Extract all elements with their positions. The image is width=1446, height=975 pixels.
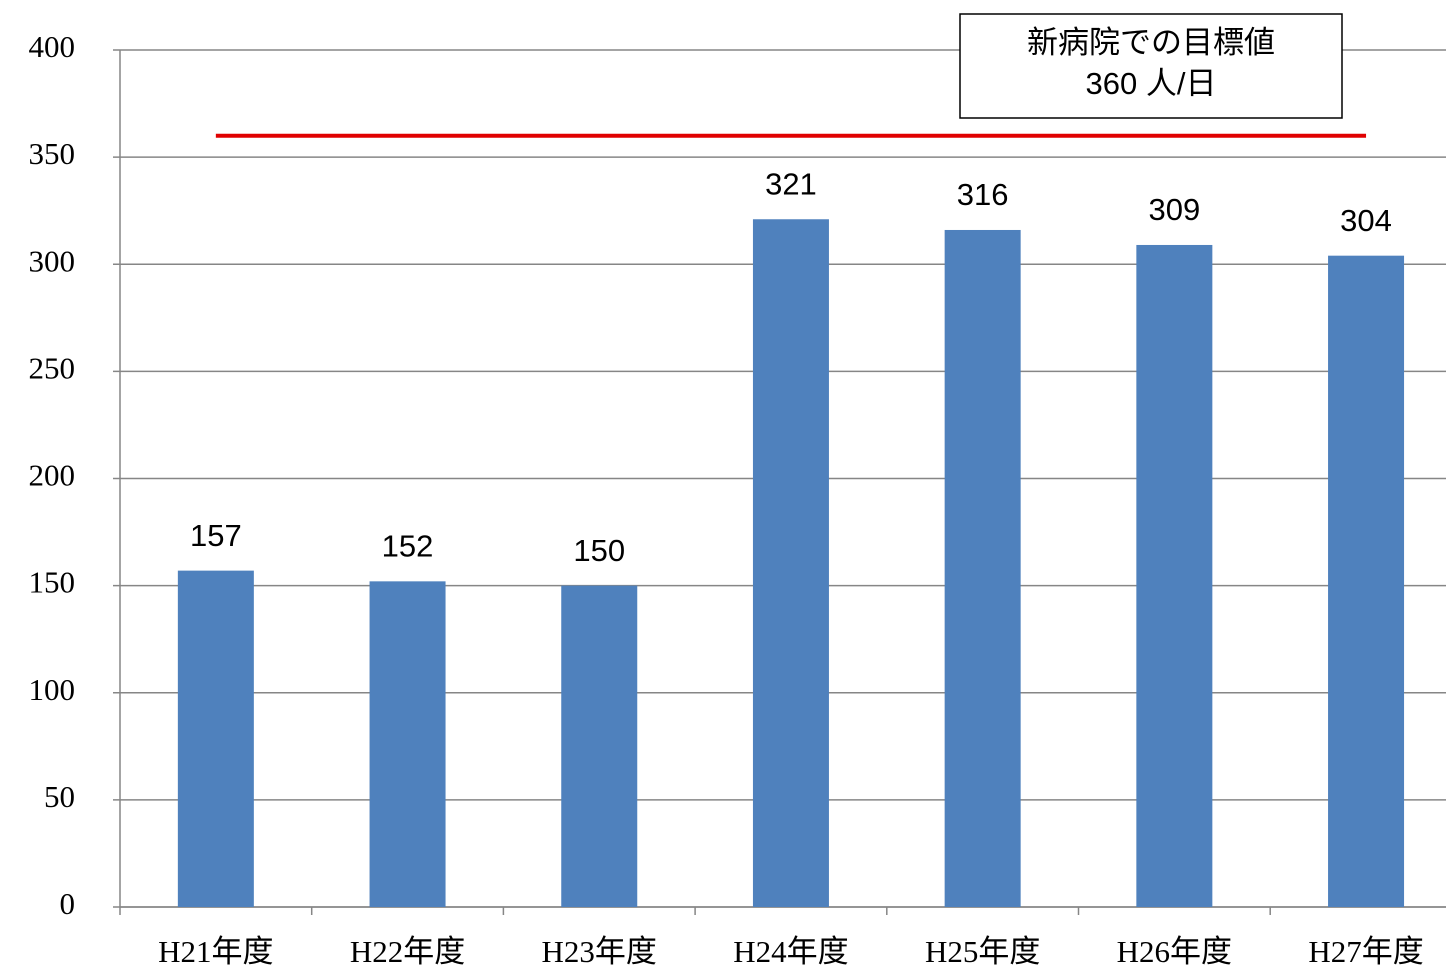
y-tick-label: 0 xyxy=(60,886,76,921)
bar xyxy=(561,585,638,907)
x-tick-label: H24年度 xyxy=(733,934,848,969)
data-label: 304 xyxy=(1340,203,1392,238)
data-label: 157 xyxy=(190,518,242,553)
annotation-line: 360 人/日 xyxy=(1086,66,1217,101)
bar xyxy=(369,581,446,907)
data-label: 309 xyxy=(1148,192,1200,227)
x-tick-label: H25年度 xyxy=(925,934,1040,969)
data-label: 316 xyxy=(957,177,1009,212)
y-tick-label: 50 xyxy=(44,779,75,814)
annotation-line: 新病院での目標値 xyxy=(1027,25,1275,60)
y-tick-label: 250 xyxy=(29,350,76,385)
data-label: 152 xyxy=(382,529,434,564)
bar xyxy=(944,229,1021,908)
annotation-box xyxy=(959,13,1343,119)
y-tick-label: 400 xyxy=(29,29,76,64)
bar xyxy=(1136,244,1213,907)
x-tick-label: H27年度 xyxy=(1308,934,1423,969)
x-tick-label: H22年度 xyxy=(350,934,465,969)
y-tick-label: 150 xyxy=(29,565,76,600)
y-tick-label: 350 xyxy=(29,136,76,171)
x-tick-label: H26年度 xyxy=(1117,934,1232,969)
bar xyxy=(177,570,254,907)
y-tick-label: 300 xyxy=(29,243,76,278)
bar xyxy=(752,219,829,907)
bar xyxy=(1328,255,1405,907)
data-label: 150 xyxy=(573,533,625,568)
data-label: 321 xyxy=(765,166,817,201)
y-tick-label: 200 xyxy=(29,458,76,493)
y-tick-label: 100 xyxy=(29,672,76,707)
x-tick-label: H23年度 xyxy=(542,934,657,969)
x-tick-label: H21年度 xyxy=(158,934,273,969)
